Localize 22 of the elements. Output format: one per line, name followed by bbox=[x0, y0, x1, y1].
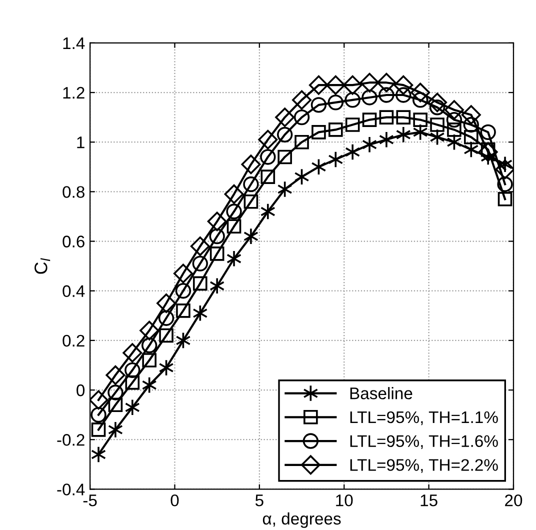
y-tick-label: 0.4 bbox=[62, 285, 85, 298]
x-tick-label: 20 bbox=[505, 494, 522, 506]
x-tick-label: 0 bbox=[170, 494, 179, 506]
legend-label: Baseline bbox=[350, 387, 412, 400]
legend-label: LTL=95%, TH=2.2% bbox=[350, 459, 498, 473]
y-tick-label: 0.2 bbox=[62, 334, 84, 347]
y-tick-label: 0 bbox=[76, 384, 85, 396]
legend-label: LTL=95%, TH=1.6% bbox=[350, 435, 498, 449]
x-axis-title: α, degrees bbox=[262, 512, 341, 528]
y-tick-label: 1.2 bbox=[63, 86, 84, 99]
legend-label: LTL=95%, TH=1.1% bbox=[350, 411, 498, 426]
x-tick-label: 5 bbox=[255, 494, 264, 506]
y-tick-label: 1.4 bbox=[63, 38, 85, 49]
y-tick-label: -0.4 bbox=[57, 484, 85, 496]
y-axis-title: C$_{l}$ bbox=[34, 258, 50, 274]
y-tick-label: 1 bbox=[77, 136, 84, 148]
y-tick-label: -0.2 bbox=[57, 434, 84, 446]
y-tick-label: 0.8 bbox=[62, 186, 84, 198]
x-tick-label: 10 bbox=[336, 494, 353, 506]
x-tick-label: 15 bbox=[420, 494, 438, 506]
x-tick-label: -5 bbox=[83, 494, 97, 506]
y-tick-label: 0.6 bbox=[62, 236, 84, 248]
